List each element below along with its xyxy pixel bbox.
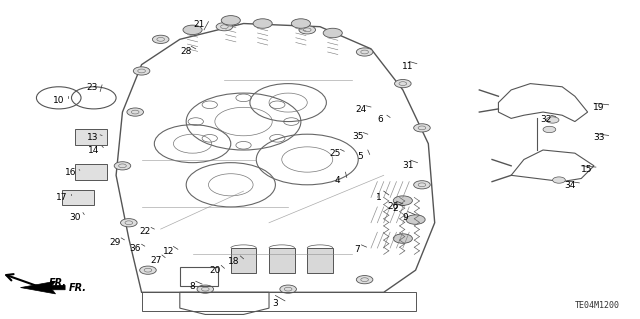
Circle shape xyxy=(140,266,156,274)
Text: 36: 36 xyxy=(129,244,141,253)
Text: 20: 20 xyxy=(209,266,221,275)
Text: 21: 21 xyxy=(193,20,205,29)
Text: 23: 23 xyxy=(87,83,98,92)
Text: 35: 35 xyxy=(353,132,364,141)
Text: 6: 6 xyxy=(378,115,383,124)
Text: TE04M1200: TE04M1200 xyxy=(575,301,620,310)
Text: 4: 4 xyxy=(334,175,340,185)
Circle shape xyxy=(120,219,137,227)
Text: 22: 22 xyxy=(139,227,150,236)
Polygon shape xyxy=(20,281,65,294)
Text: 34: 34 xyxy=(564,181,575,190)
Circle shape xyxy=(394,234,411,243)
Circle shape xyxy=(356,48,373,56)
Circle shape xyxy=(253,19,272,28)
Bar xyxy=(141,292,415,311)
Circle shape xyxy=(183,25,202,34)
Text: 19: 19 xyxy=(593,103,605,112)
Bar xyxy=(75,164,106,180)
Circle shape xyxy=(280,285,296,293)
Circle shape xyxy=(394,196,412,205)
Text: 29: 29 xyxy=(109,238,120,247)
Circle shape xyxy=(152,35,169,43)
Text: 31: 31 xyxy=(402,161,413,170)
Text: FR.: FR. xyxy=(68,283,86,293)
Bar xyxy=(307,248,333,273)
Text: 16: 16 xyxy=(65,168,76,177)
Text: 12: 12 xyxy=(163,247,174,256)
Text: 9: 9 xyxy=(403,212,408,222)
Text: 14: 14 xyxy=(88,145,99,154)
Circle shape xyxy=(291,19,310,28)
Text: 7: 7 xyxy=(354,245,360,254)
Text: 13: 13 xyxy=(87,133,99,143)
Circle shape xyxy=(127,108,143,116)
Bar xyxy=(62,189,94,205)
Circle shape xyxy=(394,79,411,88)
Circle shape xyxy=(413,124,430,132)
Text: 26: 26 xyxy=(388,202,399,211)
Text: 32: 32 xyxy=(541,115,552,123)
Text: 1: 1 xyxy=(376,193,382,202)
Bar xyxy=(269,248,294,273)
Text: 11: 11 xyxy=(401,62,413,71)
Circle shape xyxy=(114,162,131,170)
Text: 28: 28 xyxy=(180,47,192,56)
Bar xyxy=(75,130,106,145)
Circle shape xyxy=(546,117,559,123)
Circle shape xyxy=(356,276,373,284)
Text: 2: 2 xyxy=(392,204,398,213)
Text: FR.: FR. xyxy=(49,278,67,288)
Circle shape xyxy=(133,67,150,75)
Text: 27: 27 xyxy=(150,256,161,264)
Text: 15: 15 xyxy=(580,165,592,174)
Circle shape xyxy=(394,234,412,243)
Text: 30: 30 xyxy=(69,212,81,222)
Text: 3: 3 xyxy=(273,299,278,308)
Circle shape xyxy=(197,285,214,293)
Circle shape xyxy=(216,23,233,31)
Text: 8: 8 xyxy=(189,282,195,291)
Circle shape xyxy=(406,215,425,224)
Text: 5: 5 xyxy=(357,152,363,161)
Text: 33: 33 xyxy=(593,133,605,143)
Bar xyxy=(231,248,256,273)
Text: 18: 18 xyxy=(228,257,240,266)
Circle shape xyxy=(221,16,241,25)
Circle shape xyxy=(543,126,556,133)
Text: 24: 24 xyxy=(356,105,367,114)
Text: 10: 10 xyxy=(53,96,65,105)
Circle shape xyxy=(413,181,430,189)
Text: 25: 25 xyxy=(329,149,340,158)
Circle shape xyxy=(552,177,565,183)
Text: 17: 17 xyxy=(56,193,68,202)
Circle shape xyxy=(323,28,342,38)
Circle shape xyxy=(299,26,316,34)
